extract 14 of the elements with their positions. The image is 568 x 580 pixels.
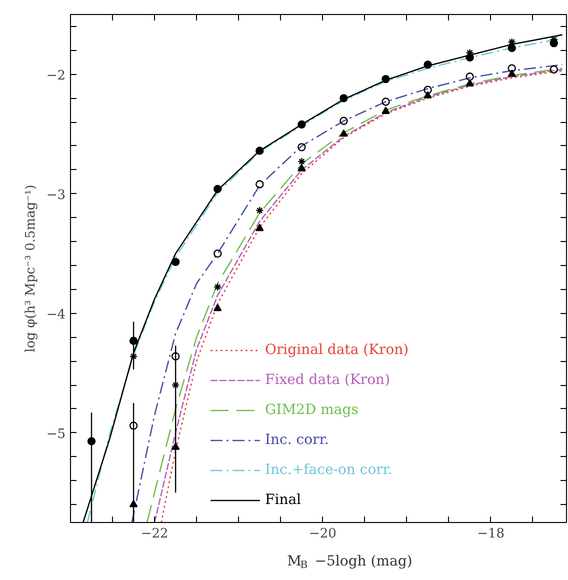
x-tick-label: −22 xyxy=(140,526,168,542)
y-tick-label: −5 xyxy=(46,426,66,442)
y-tick-label: −2 xyxy=(46,68,66,84)
y-tick-label: −4 xyxy=(46,307,66,322)
x-tick-label: −20 xyxy=(308,526,336,542)
x-tick-label: −18 xyxy=(477,526,505,542)
y-axis-title: log φ(h³ Mpc⁻³ 0.5mag⁻¹) xyxy=(23,184,38,352)
legend-label: Final xyxy=(265,492,302,508)
legend-label: Original data (Kron) xyxy=(265,342,409,358)
legend-label: Inc. corr. xyxy=(265,432,329,448)
y-tick-label: −3 xyxy=(46,188,66,203)
legend-label: GIM2D mags xyxy=(265,402,358,418)
legend-label: Fixed data (Kron) xyxy=(265,372,390,388)
legend-label: Inc.+face-on corr. xyxy=(265,462,392,478)
